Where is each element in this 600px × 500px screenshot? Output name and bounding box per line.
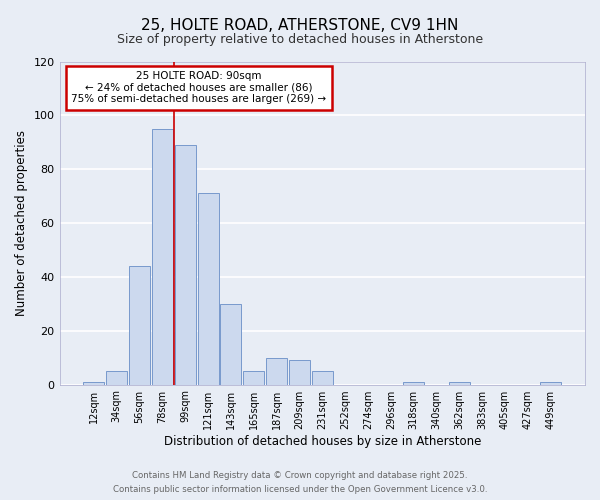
Bar: [220, 304, 241, 384]
Bar: [129, 266, 150, 384]
Bar: [152, 129, 173, 384]
Bar: [266, 358, 287, 384]
Bar: [312, 371, 333, 384]
Y-axis label: Number of detached properties: Number of detached properties: [15, 130, 28, 316]
Bar: [243, 371, 264, 384]
Bar: [83, 382, 104, 384]
Text: Contains HM Land Registry data © Crown copyright and database right 2025.
Contai: Contains HM Land Registry data © Crown c…: [113, 472, 487, 494]
Text: 25, HOLTE ROAD, ATHERSTONE, CV9 1HN: 25, HOLTE ROAD, ATHERSTONE, CV9 1HN: [142, 18, 458, 32]
Bar: [289, 360, 310, 384]
Bar: [106, 371, 127, 384]
Bar: [540, 382, 561, 384]
Text: 25 HOLTE ROAD: 90sqm
← 24% of detached houses are smaller (86)
75% of semi-detac: 25 HOLTE ROAD: 90sqm ← 24% of detached h…: [71, 71, 326, 104]
Text: Size of property relative to detached houses in Atherstone: Size of property relative to detached ho…: [117, 32, 483, 46]
X-axis label: Distribution of detached houses by size in Atherstone: Distribution of detached houses by size …: [164, 434, 481, 448]
Bar: [197, 194, 218, 384]
Bar: [175, 145, 196, 384]
Bar: [449, 382, 470, 384]
Bar: [403, 382, 424, 384]
